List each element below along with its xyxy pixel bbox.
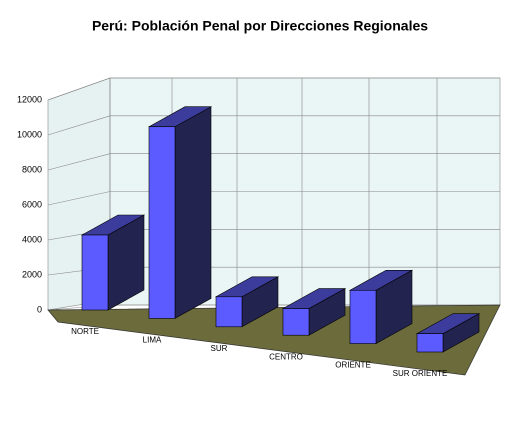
bar xyxy=(81,234,109,311)
x-tick-label: SUR xyxy=(211,344,228,353)
y-tick-label: 6000 xyxy=(22,199,42,209)
y-tick-label: 12000 xyxy=(17,94,42,104)
x-tick-label: SUR ORIENTE xyxy=(393,369,448,378)
bar-side xyxy=(174,106,212,319)
chart-title: Perú: Población Penal por Direcciones Re… xyxy=(92,18,428,34)
x-tick-label: CENTRO xyxy=(269,352,303,361)
bar xyxy=(349,289,377,344)
bar xyxy=(215,296,243,328)
x-tick-label: NORTE xyxy=(71,327,99,336)
y-tick-label: 0 xyxy=(37,304,42,314)
y-tick-label: 8000 xyxy=(22,164,42,174)
y-tick-label: 2000 xyxy=(22,269,42,279)
bar xyxy=(282,308,310,336)
bar xyxy=(148,126,176,319)
x-tick-label: ORIENTE xyxy=(335,361,371,370)
bar xyxy=(416,333,444,353)
x-tick-label: LIMA xyxy=(143,336,162,345)
y-tick-label: 4000 xyxy=(22,234,42,244)
y-tick-label: 10000 xyxy=(17,129,42,139)
